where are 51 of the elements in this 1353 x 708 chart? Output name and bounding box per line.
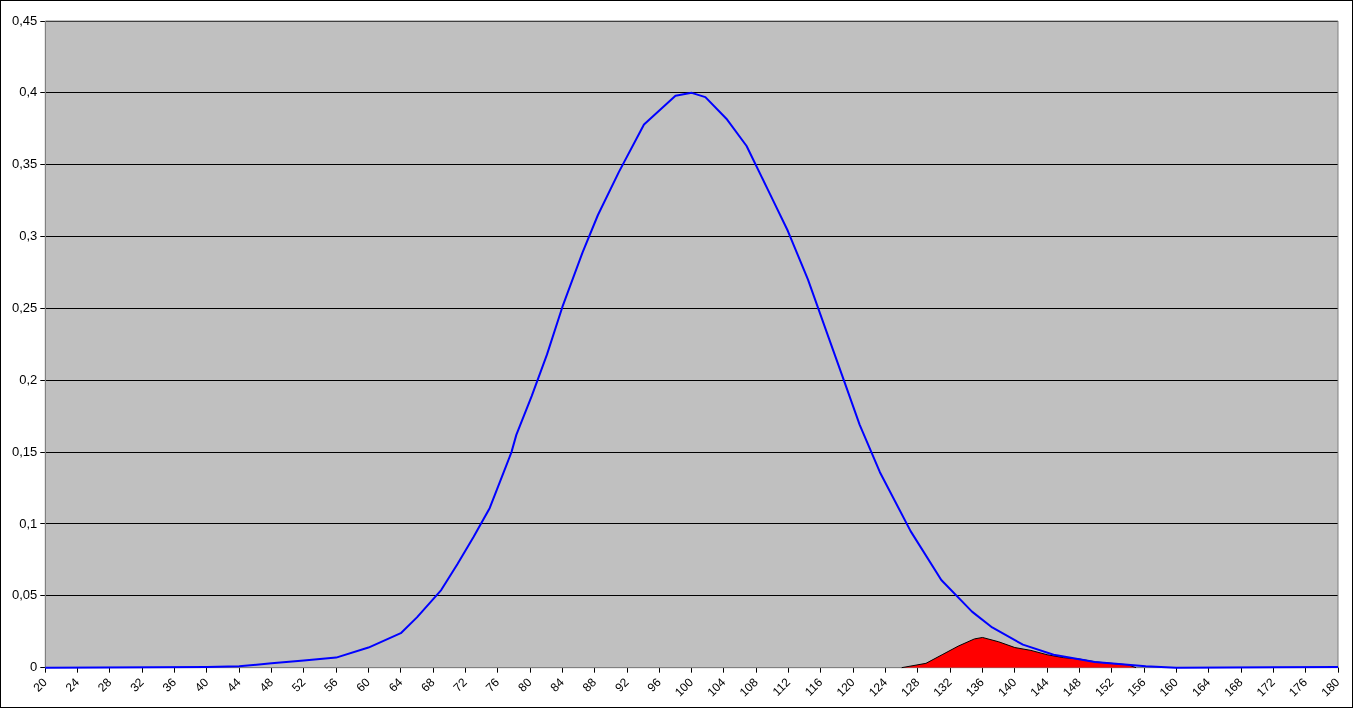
- x-tick-label: 116: [801, 675, 826, 699]
- x-tick-label: 68: [418, 675, 438, 695]
- x-tick-label: 164: [1189, 675, 1214, 700]
- x-tick-label: 44: [224, 675, 244, 695]
- y-tick-label: 0,25: [11, 299, 38, 315]
- x-tick-label: 28: [95, 675, 115, 695]
- x-tick-label: 48: [256, 675, 277, 695]
- x-tick-label: 80: [515, 675, 535, 695]
- y-tick-label: 0,35: [11, 156, 38, 172]
- x-tick-label: 160: [1156, 675, 1182, 700]
- x-tick-label: 56: [321, 675, 341, 695]
- x-tick-label: 72: [450, 675, 471, 695]
- y-tick-label: 0,4: [19, 84, 38, 100]
- y-tick-label: 0,1: [19, 515, 38, 531]
- x-tick-label: 168: [1221, 675, 1246, 700]
- x-tick-label: 92: [612, 675, 632, 695]
- x-tick-label: 96: [644, 675, 665, 695]
- y-tick-label: 0: [30, 659, 38, 675]
- x-tick-label: 36: [159, 675, 180, 695]
- y-tick-label: 0,45: [11, 12, 38, 28]
- x-tick-label: 172: [1253, 675, 1279, 700]
- x-tick-label: 112: [769, 675, 794, 699]
- x-tick-label: 128: [898, 675, 923, 700]
- x-tick-label: 120: [833, 675, 858, 700]
- y-tick-label: 0,3: [19, 228, 38, 244]
- x-tick-label: 136: [962, 675, 988, 700]
- x-tick-label: 100: [672, 675, 697, 700]
- x-tick-label: 88: [579, 675, 600, 695]
- y-tick-label: 0,2: [19, 371, 38, 387]
- x-tick-label: 32: [127, 675, 147, 695]
- y-tick-label: 0,05: [11, 587, 38, 603]
- x-tick-label: 144: [1027, 675, 1052, 700]
- x-tick-label: 64: [385, 675, 406, 695]
- x-tick-label: 180: [1318, 675, 1343, 700]
- x-tick-label: 140: [995, 675, 1020, 700]
- x-tick-label: 76: [482, 675, 503, 695]
- x-tick-label: 84: [547, 675, 568, 695]
- x-tick-label: 104: [704, 675, 729, 700]
- x-tick-label: 24: [62, 675, 83, 695]
- x-tick-label: 176: [1286, 675, 1311, 700]
- x-tick-label: 132: [930, 675, 955, 700]
- x-tick-label: 124: [865, 675, 891, 700]
- x-tick-label: 148: [1059, 675, 1085, 700]
- x-tick-label: 52: [288, 675, 309, 695]
- x-tick-label: 152: [1092, 675, 1117, 700]
- x-tick-label: 108: [736, 675, 761, 700]
- x-tick-label: 60: [353, 675, 374, 695]
- x-tick-label: 156: [1124, 675, 1149, 700]
- x-tick-label: 20: [30, 675, 50, 695]
- y-tick-label: 0,15: [11, 443, 38, 459]
- x-tick-label: 40: [192, 675, 212, 695]
